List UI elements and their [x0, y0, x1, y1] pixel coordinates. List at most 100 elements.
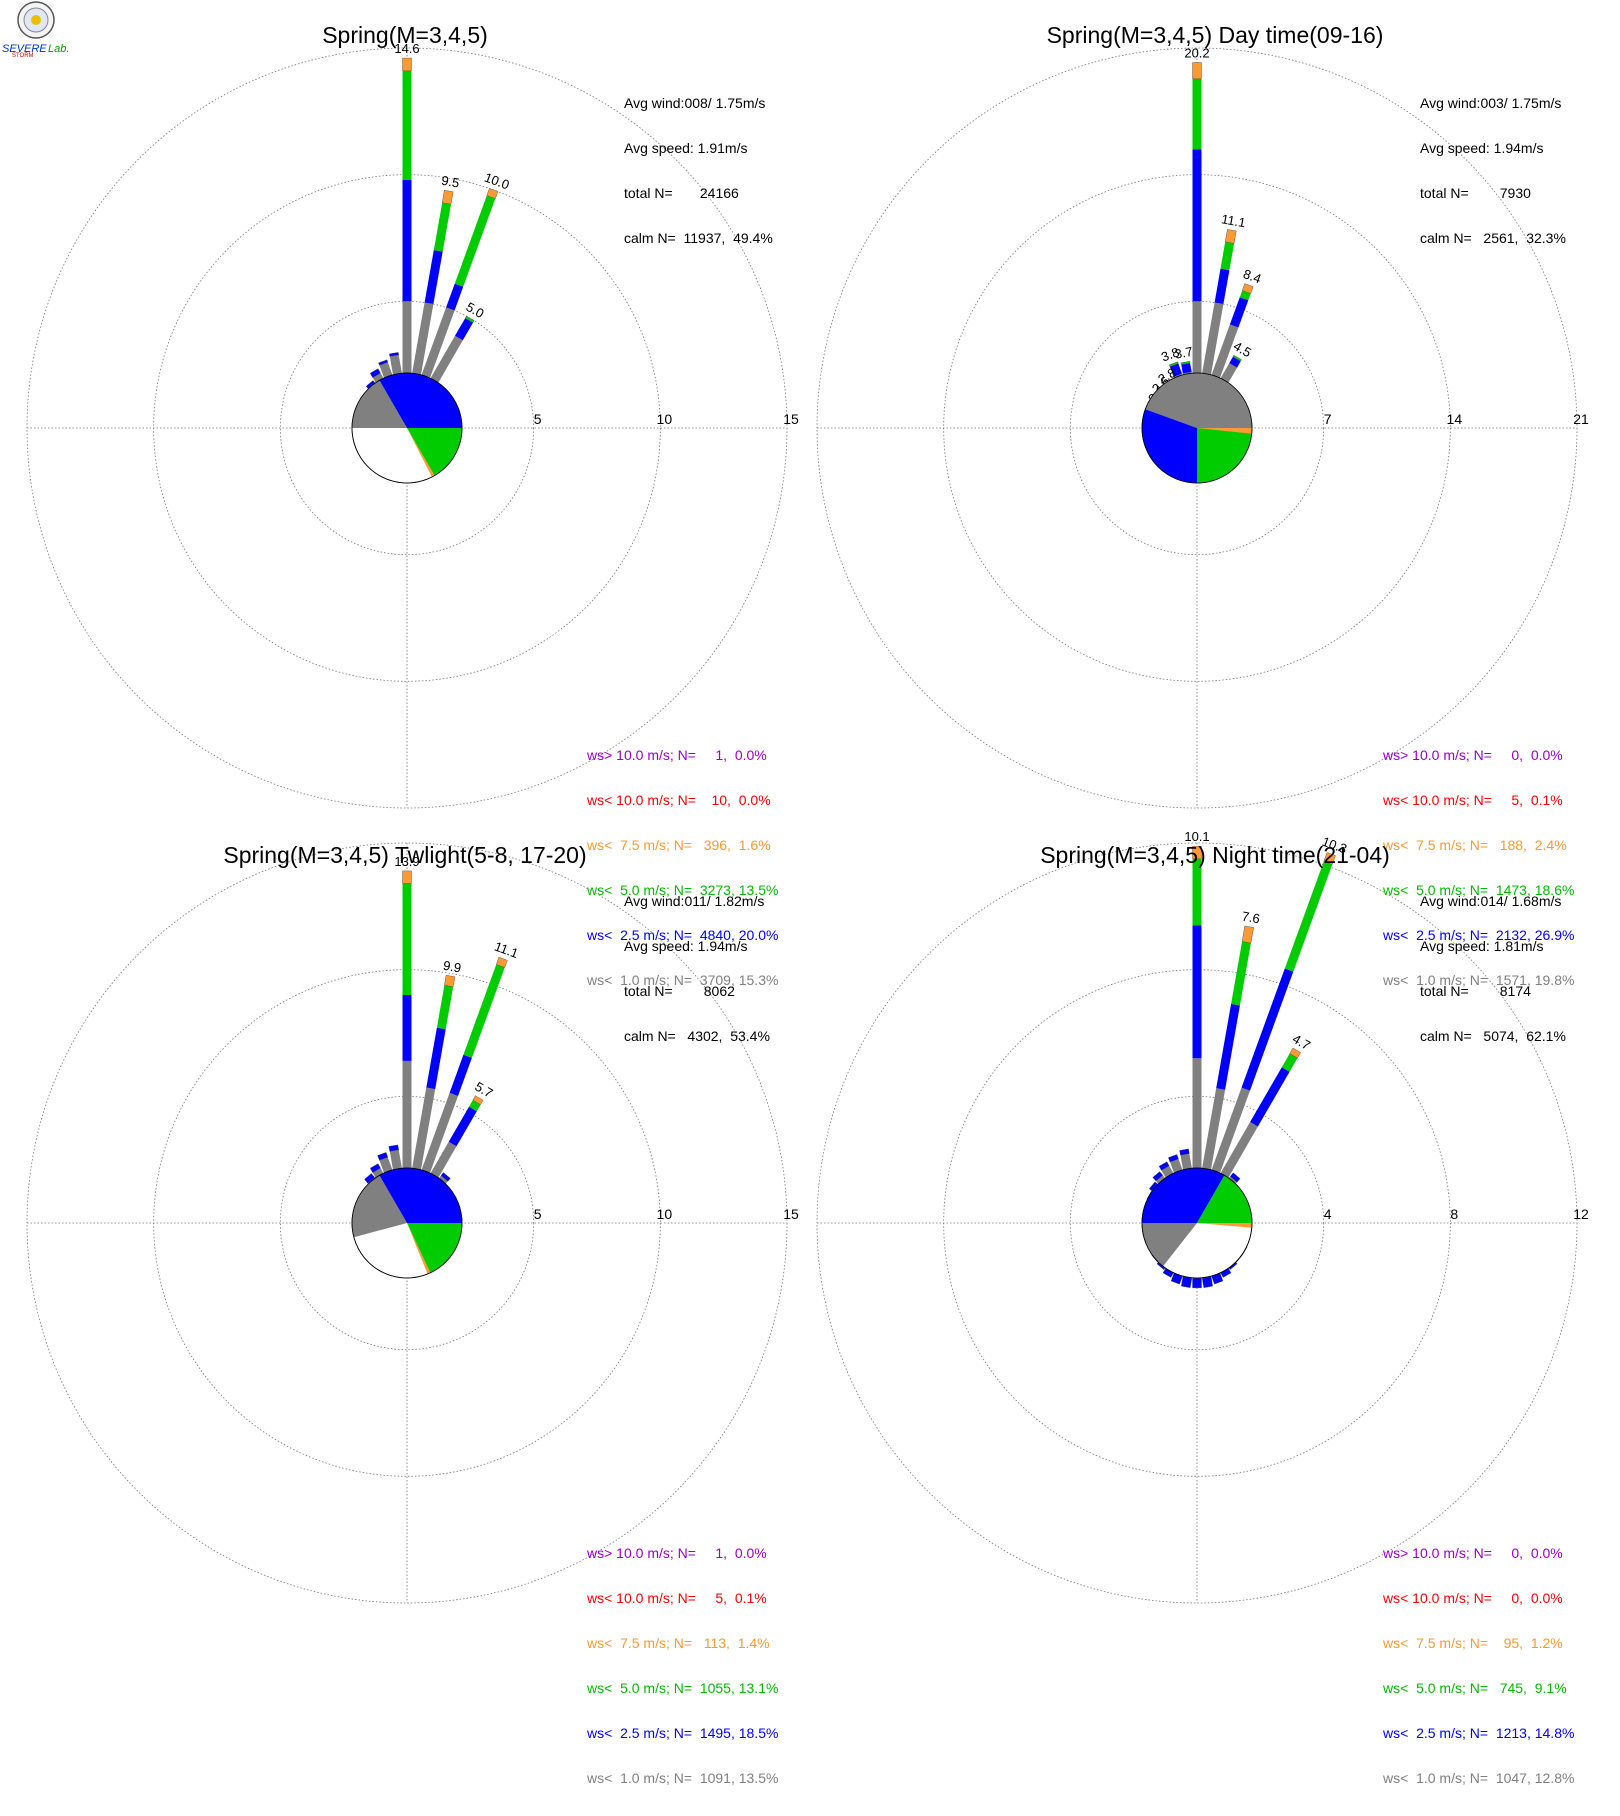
- spoke-segment: [1216, 1004, 1240, 1090]
- spoke-value-label: 7.6: [1241, 908, 1261, 926]
- avg-wind: Avg wind:003/ 1.75m/s: [1420, 96, 1566, 111]
- total-n: total N= 8174: [1420, 984, 1566, 999]
- spoke-segment: [403, 180, 412, 302]
- legend-entry: ws> 10.0 m/s; N= 1, 0.0%: [587, 1546, 778, 1561]
- legend-entry: ws< 10.0 m/s; N= 0, 0.0%: [1383, 1591, 1574, 1606]
- legend-entry: ws< 1.0 m/s; N= 1091, 13.5%: [587, 1771, 778, 1786]
- spoke-segment: [403, 1061, 412, 1168]
- spoke-segment: [1225, 229, 1236, 243]
- spoke-segment: [1181, 1277, 1192, 1288]
- ring-label: 14: [1447, 411, 1463, 427]
- legend-entry: ws> 10.0 m/s; N= 0, 0.0%: [1383, 1546, 1574, 1561]
- ring-label: 12: [1573, 1206, 1589, 1222]
- total-n: total N= 8062: [624, 984, 770, 999]
- spoke-segment: [1181, 1154, 1192, 1170]
- avg-wind: Avg wind:011/ 1.82m/s: [624, 894, 770, 909]
- avg-speed: Avg speed: 1.81m/s: [1420, 939, 1566, 954]
- legend-entry: ws< 7.5 m/s; N= 95, 1.2%: [1383, 1636, 1574, 1651]
- ring-label: 15: [783, 1206, 799, 1222]
- spoke-segment: [434, 203, 451, 252]
- spoke-segment: [437, 985, 453, 1029]
- legend-entry: ws> 10.0 m/s; N= 1, 0.0%: [587, 748, 778, 763]
- spoke-segment: [455, 318, 473, 340]
- spoke-segment: [403, 871, 412, 884]
- spoke-segment: [1285, 861, 1333, 971]
- spoke-segment: [1230, 297, 1248, 327]
- calm-pie-slice: [1197, 373, 1252, 428]
- spoke-segment: [403, 58, 412, 71]
- ring-label: 21: [1573, 411, 1589, 427]
- avg-wind: Avg wind:008/ 1.75m/s: [624, 96, 773, 111]
- spoke-segment: [390, 355, 402, 375]
- legend-entry: ws< 10.0 m/s; N= 10, 0.0%: [587, 793, 778, 808]
- severe-storm-lab-logo: SEVERE STORM Lab.: [0, 0, 80, 58]
- spoke-segment: [403, 301, 412, 373]
- legend-entry: ws< 2.5 m/s; N= 1495, 18.5%: [587, 1726, 778, 1741]
- svg-text:Lab.: Lab.: [48, 43, 69, 55]
- ring-label: 5: [534, 1206, 542, 1222]
- spoke-segment: [403, 71, 412, 180]
- legend-entry: ws< 7.5 m/s; N= 113, 1.4%: [587, 1636, 778, 1651]
- avg-speed: Avg speed: 1.94m/s: [1420, 141, 1566, 156]
- calm-n: calm N= 11937, 49.4%: [624, 231, 773, 246]
- spoke-segment: [403, 884, 412, 996]
- legend-entry: ws< 5.0 m/s; N= 745, 9.1%: [1383, 1681, 1574, 1696]
- spoke-segment: [403, 995, 412, 1061]
- calm-n: calm N= 2561, 32.3%: [1420, 231, 1566, 246]
- spoke-segment: [390, 1150, 402, 1170]
- spoke-segment: [426, 1028, 445, 1090]
- svg-text:STORM: STORM: [12, 53, 34, 59]
- spoke-segment: [446, 284, 463, 311]
- spoke-segment: [1193, 1278, 1202, 1288]
- legend-entry: ws< 10.0 m/s; N= 5, 0.1%: [1383, 793, 1574, 808]
- spoke-segment: [1202, 1277, 1213, 1288]
- legend: ws> 10.0 m/s; N= 0, 0.0% ws< 10.0 m/s; N…: [1383, 1516, 1574, 1816]
- stats-block: Avg wind:011/ 1.82m/s Avg speed: 1.94m/s…: [624, 864, 770, 1074]
- spoke-segment: [1215, 269, 1230, 304]
- legend: ws> 10.0 m/s; N= 1, 0.0% ws< 10.0 m/s; N…: [587, 1516, 778, 1816]
- spoke-value-label: 11.1: [492, 939, 520, 961]
- stats-block: Avg wind:003/ 1.75m/s Avg speed: 1.94m/s…: [1420, 66, 1566, 276]
- stats-block: Avg wind:008/ 1.75m/s Avg speed: 1.91m/s…: [624, 66, 773, 276]
- avg-wind: Avg wind:014/ 1.68m/s: [1420, 894, 1566, 909]
- spoke-segment: [1193, 63, 1202, 79]
- calm-n: calm N= 4302, 53.4%: [624, 1029, 770, 1044]
- spoke-value-label: 9.5: [440, 173, 460, 191]
- spoke-value-label: 11.1: [1220, 211, 1247, 230]
- spoke-segment: [1193, 925, 1202, 1058]
- legend-entry: ws< 1.0 m/s; N= 1047, 12.8%: [1383, 1771, 1574, 1786]
- calm-pie-slice: [1142, 1168, 1197, 1223]
- avg-speed: Avg speed: 1.91m/s: [624, 141, 773, 156]
- spoke-segment: [450, 1055, 472, 1096]
- panel-title: Spring(M=3,4,5): [0, 22, 810, 49]
- ring-label: 10: [657, 1206, 673, 1222]
- spoke-segment: [463, 964, 504, 1058]
- spoke-segment: [1221, 242, 1235, 270]
- spoke-segment: [449, 1107, 477, 1147]
- ring-label: 10: [657, 411, 673, 427]
- spoke-segment: [1193, 1058, 1202, 1168]
- legend-entry: ws> 10.0 m/s; N= 0, 0.0%: [1383, 748, 1574, 763]
- total-n: total N= 24166: [624, 186, 773, 201]
- panel-title: Spring(M=3,4,5) Day time(09-16): [810, 22, 1620, 49]
- spoke-value-label: 8.4: [1241, 266, 1263, 286]
- ring-label: 4: [1324, 1206, 1332, 1222]
- spoke-segment: [1181, 363, 1191, 373]
- spoke-segment: [1193, 149, 1202, 301]
- stats-block: Avg wind:014/ 1.68m/s Avg speed: 1.81m/s…: [1420, 864, 1566, 1074]
- spoke-segment: [455, 196, 496, 287]
- spoke-segment: [442, 190, 453, 204]
- calm-pie-slice: [1197, 428, 1252, 483]
- avg-speed: Avg speed: 1.94m/s: [624, 939, 770, 954]
- legend-entry: ws< 10.0 m/s; N= 5, 0.1%: [587, 1591, 778, 1606]
- spoke-segment: [425, 250, 443, 304]
- spoke-segment: [1193, 79, 1202, 150]
- spoke-segment: [1242, 926, 1254, 943]
- legend-entry: ws< 5.0 m/s; N= 1055, 13.1%: [587, 1681, 778, 1696]
- ring-label: 5: [534, 411, 542, 427]
